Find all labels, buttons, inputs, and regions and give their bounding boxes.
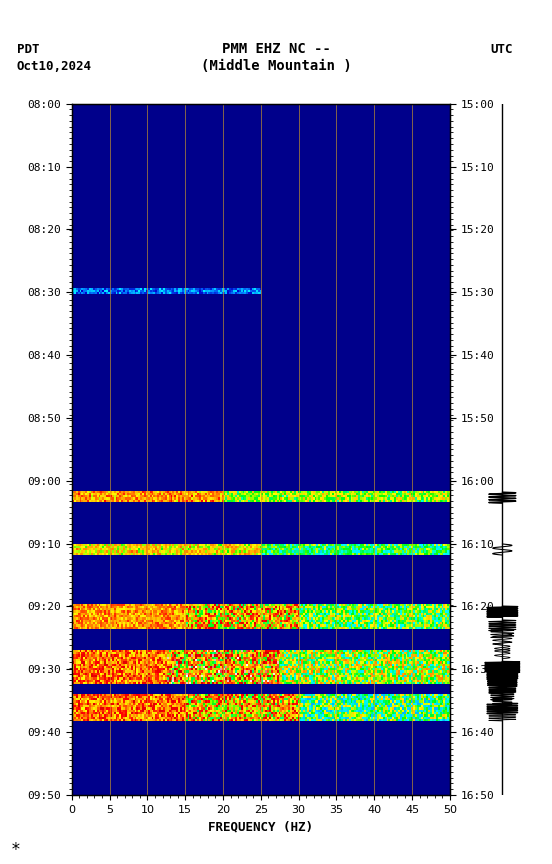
- Text: (Middle Mountain ): (Middle Mountain ): [200, 60, 352, 73]
- Text: Oct10,2024: Oct10,2024: [17, 60, 92, 73]
- Text: PDT: PDT: [17, 43, 39, 56]
- X-axis label: FREQUENCY (HZ): FREQUENCY (HZ): [208, 820, 314, 833]
- Text: PMM EHZ NC --: PMM EHZ NC --: [221, 42, 331, 56]
- Text: UTC: UTC: [491, 43, 513, 56]
- Text: *: *: [11, 842, 21, 860]
